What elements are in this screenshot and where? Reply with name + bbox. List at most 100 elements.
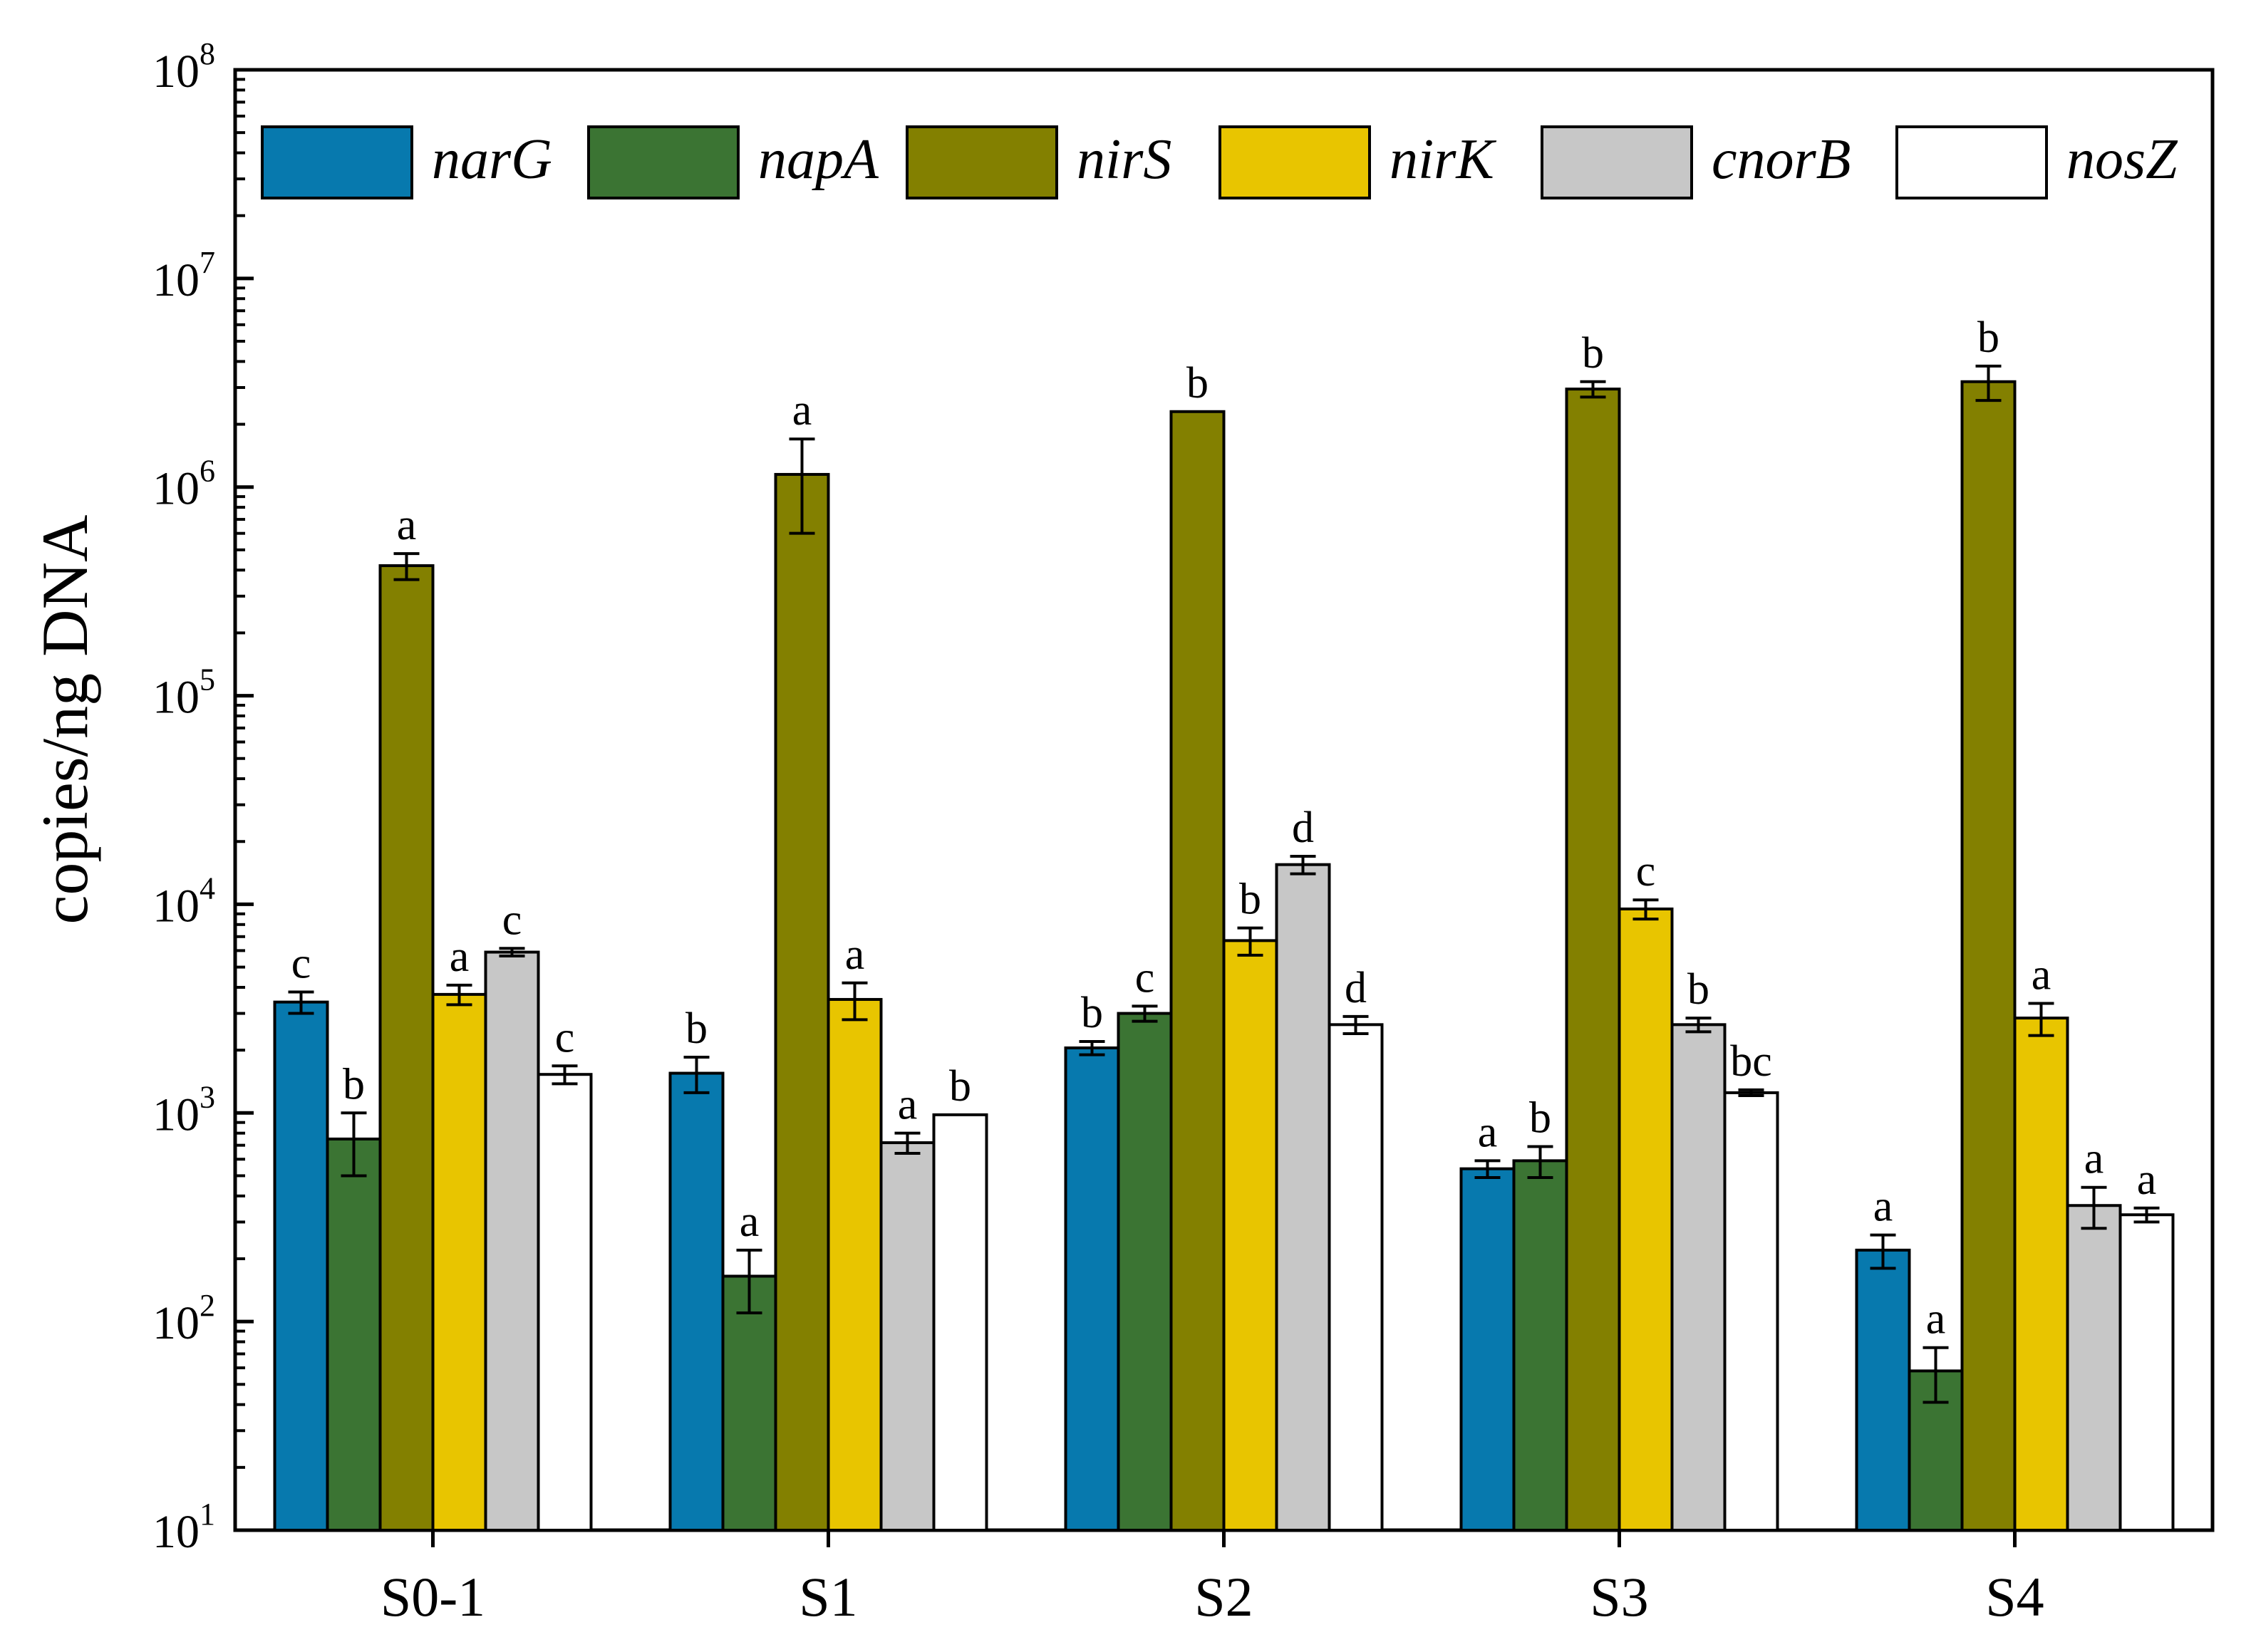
legend-swatch-nosZ xyxy=(1895,125,2048,199)
significance-letter: a xyxy=(792,386,812,435)
y-tick-exponent: 5 xyxy=(200,663,215,697)
bar-nirK xyxy=(431,992,487,1532)
x-tick-label: S4 xyxy=(1985,1566,2044,1628)
bar-cnorB xyxy=(2066,1204,2122,1532)
y-tick-base: 10 xyxy=(152,46,200,98)
significance-letter: d xyxy=(1345,964,1367,1012)
significance-letter: a xyxy=(2032,951,2051,999)
bar-nosZ xyxy=(2118,1213,2175,1532)
y-tick-label: 106 xyxy=(152,454,215,515)
legend-swatch-nirS xyxy=(906,125,1058,199)
significance-letter: b xyxy=(1977,313,1999,362)
bar-narG xyxy=(273,1000,329,1532)
significance-letter: a xyxy=(2084,1135,2104,1183)
significance-letter: a xyxy=(397,501,417,549)
significance-letter: bc xyxy=(1730,1037,1772,1086)
bar-nirS xyxy=(1960,380,2017,1532)
bar-nirK xyxy=(1222,939,1278,1532)
significance-letter: c xyxy=(1636,847,1656,895)
bar-narG xyxy=(1459,1167,1516,1532)
bar-napA xyxy=(1117,1012,1173,1532)
y-tick-exponent: 3 xyxy=(200,1079,215,1114)
significance-letter: b xyxy=(1529,1093,1551,1142)
legend-label-napA: napA xyxy=(758,128,879,191)
x-tick-label: S1 xyxy=(799,1566,857,1628)
significance-letter: b xyxy=(949,1062,971,1111)
bar-cnorB xyxy=(1670,1023,1727,1532)
legend-label-nirS: nirS xyxy=(1077,128,1171,191)
significance-letter: b xyxy=(1081,989,1103,1037)
bar-narG xyxy=(1064,1046,1120,1532)
y-tick-exponent: 6 xyxy=(200,454,215,489)
y-tick-base: 10 xyxy=(152,254,200,306)
x-tick-label: S2 xyxy=(1194,1566,1253,1628)
legend-swatch-nirK xyxy=(1218,125,1371,199)
y-tick-label: 107 xyxy=(152,245,215,306)
bar-narG xyxy=(668,1071,725,1532)
y-tick-label: 104 xyxy=(152,871,215,932)
y-tick-label: 101 xyxy=(152,1497,215,1558)
y-tick-label: 108 xyxy=(152,36,215,98)
y-tick-exponent: 8 xyxy=(200,36,215,71)
bar-nirK xyxy=(2013,1017,2069,1532)
significance-letter: b xyxy=(1239,876,1261,924)
significance-letter: a xyxy=(845,930,865,979)
legend-swatch-cnorB xyxy=(1541,125,1693,199)
bar-nosZ xyxy=(932,1113,988,1532)
legend-swatch-narG xyxy=(261,125,413,199)
significance-letter: b xyxy=(343,1060,365,1108)
y-tick-label: 105 xyxy=(152,663,215,724)
significance-letter: a xyxy=(898,1081,918,1129)
significance-letter: a xyxy=(2137,1155,2157,1204)
bar-napA xyxy=(326,1137,382,1532)
bar-nirS xyxy=(378,564,435,1532)
significance-letter: a xyxy=(740,1198,760,1246)
bar-napA xyxy=(1512,1159,1568,1532)
bar-nirS xyxy=(774,472,830,1532)
y-tick-label: 102 xyxy=(152,1288,215,1349)
y-tick-label: 103 xyxy=(152,1079,215,1141)
bar-cnorB xyxy=(1275,863,1331,1532)
significance-letter: a xyxy=(1478,1108,1498,1156)
y-tick-base: 10 xyxy=(152,1506,200,1558)
y-tick-exponent: 7 xyxy=(200,245,215,280)
x-tick-label: S0-1 xyxy=(381,1566,485,1628)
bar-nosZ xyxy=(537,1073,593,1532)
legend-label-nirK: nirK xyxy=(1390,128,1496,191)
significance-letter: a xyxy=(1873,1183,1893,1231)
bar-cnorB xyxy=(484,950,540,1532)
y-tick-exponent: 2 xyxy=(200,1288,215,1323)
significance-letter: c xyxy=(555,1013,575,1061)
bar-cnorB xyxy=(879,1141,936,1532)
bar-narG xyxy=(1855,1248,1911,1532)
bar-nirK xyxy=(1618,907,1674,1532)
y-tick-exponent: 4 xyxy=(200,871,215,905)
significance-letter: b xyxy=(1186,359,1209,407)
significance-letter: a xyxy=(450,933,470,981)
legend-label-narG: narG xyxy=(432,128,552,191)
y-tick-base: 10 xyxy=(152,463,200,515)
significance-letter: b xyxy=(1582,329,1604,378)
bar-nirS xyxy=(1169,410,1226,1532)
significance-letter: a xyxy=(1926,1295,1946,1344)
y-tick-base: 10 xyxy=(152,880,200,932)
y-tick-exponent: 1 xyxy=(200,1497,215,1532)
y-tick-base: 10 xyxy=(152,672,200,724)
bar-nirK xyxy=(827,997,883,1532)
significance-letter: c xyxy=(502,895,522,944)
x-tick-label: S3 xyxy=(1590,1566,1648,1628)
legend-label-nosZ: nosZ xyxy=(2066,128,2178,191)
bar-nosZ xyxy=(1328,1023,1384,1532)
significance-letter: d xyxy=(1292,804,1314,852)
legend-label-cnorB: cnorB xyxy=(1712,128,1851,191)
legend-swatch-napA xyxy=(587,125,740,199)
bar-nirS xyxy=(1565,388,1621,1532)
significance-letter: b xyxy=(1687,965,1709,1014)
y-axis-label: copies/ng DNA xyxy=(29,515,101,925)
y-tick-base: 10 xyxy=(152,1297,200,1349)
y-tick-base: 10 xyxy=(152,1089,200,1141)
significance-letter: c xyxy=(1135,953,1155,1002)
significance-letter: b xyxy=(685,1004,708,1053)
